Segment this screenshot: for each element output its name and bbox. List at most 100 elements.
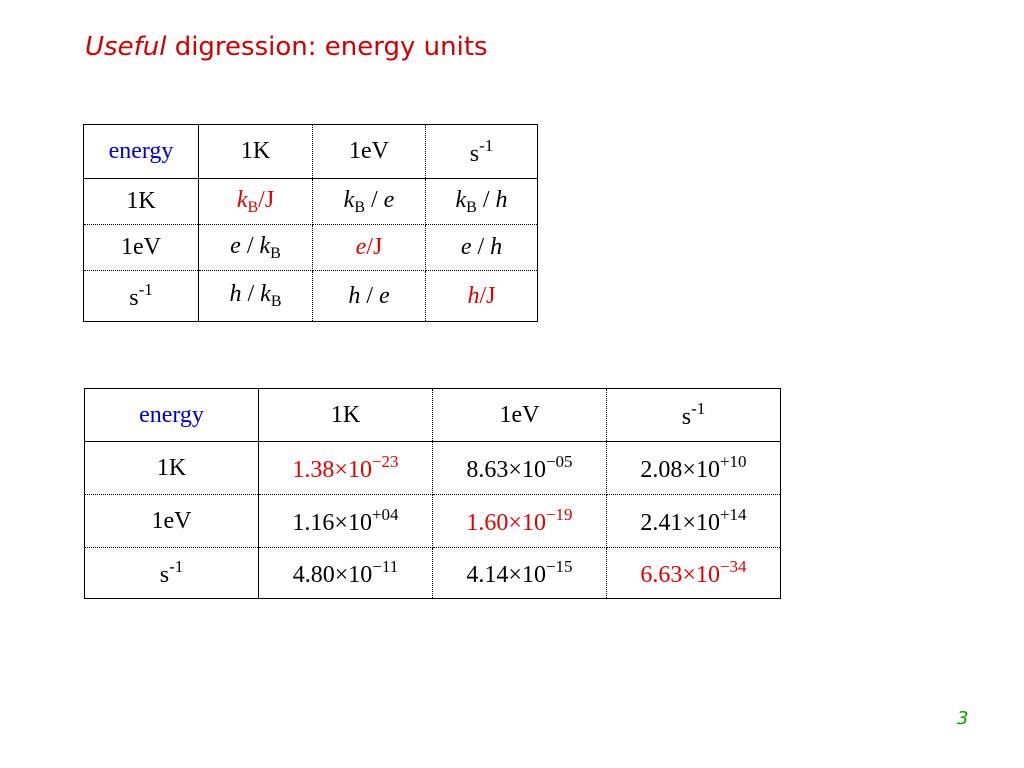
exponent: +10 (719, 452, 747, 471)
cell: e / kB (198, 224, 313, 271)
text: 1K (156, 454, 187, 481)
text: /J (258, 186, 275, 213)
cell: energy (84, 388, 259, 442)
text: 1eV (121, 234, 161, 260)
cell: 1.38×10−23 (258, 441, 433, 495)
cell: 4.14×10−15 (432, 547, 607, 599)
cell: 1eV (432, 388, 607, 442)
row: 1eV e / kB e/J e / h (83, 224, 538, 271)
cell: 1eV (83, 224, 199, 271)
mantissa: 2.08 (640, 457, 683, 483)
mantissa: 6.63 (640, 562, 683, 588)
sym: e (383, 186, 395, 213)
cell: e/J (312, 224, 426, 271)
exponent: +14 (719, 505, 747, 524)
cell: 1.60×10−19 (432, 494, 607, 548)
cell: 1K (258, 388, 433, 442)
cell: 1eV (312, 124, 426, 179)
page-number: 3 (957, 708, 969, 729)
cell: h / kB (198, 270, 313, 322)
sym: k (259, 232, 271, 259)
text: energy (139, 401, 204, 428)
sym: e (460, 234, 472, 260)
sup: -1 (169, 557, 184, 576)
text: 1eV (151, 507, 192, 534)
exponent: −23 (371, 452, 399, 471)
sub: B (270, 293, 282, 310)
cell: s-1 (606, 388, 781, 442)
mantissa: 2.41 (640, 510, 683, 536)
text: / (471, 234, 491, 260)
text: 1eV (349, 138, 389, 164)
header-row: energy 1K 1eV s-1 (84, 388, 781, 442)
sym: h (348, 282, 361, 309)
cell: s-1 (83, 270, 199, 322)
sym: e (379, 282, 390, 309)
cell: kB / h (425, 178, 538, 225)
value-table: energy 1K 1eV s-1 1K 1.38×10−23 8.63×10−… (84, 388, 781, 599)
title-italic: Useful (85, 32, 167, 62)
cell: 2.08×10+10 (606, 441, 781, 495)
row: 1K 1.38×10−23 8.63×10−05 2.08×10+10 (84, 441, 781, 495)
mantissa: 4.80 (292, 562, 335, 588)
cell: 1K (84, 441, 259, 495)
text: / (476, 186, 496, 213)
sym: k (260, 281, 271, 307)
base: ×10 (334, 510, 372, 536)
title-rest: digression: energy units (166, 32, 488, 62)
text: 1K (330, 401, 361, 428)
cell: h / e (312, 270, 426, 322)
text: / (240, 232, 260, 259)
sym: e (230, 232, 241, 259)
sup: -1 (479, 135, 494, 155)
sub: B (466, 198, 477, 216)
sub: B (247, 198, 259, 216)
sub: B (354, 198, 365, 216)
cell: s-1 (84, 547, 259, 599)
cell: kB/J (198, 178, 313, 225)
sup: -1 (138, 280, 153, 299)
cell: energy (83, 124, 199, 179)
cell: s-1 (425, 124, 538, 179)
text: 1eV (499, 401, 540, 428)
cell: 6.63×10−34 (606, 547, 781, 599)
base: ×10 (508, 562, 546, 588)
cell: 8.63×10−05 (432, 441, 607, 495)
text: /J (479, 282, 496, 309)
cell: h/J (425, 270, 538, 322)
sym: k (236, 186, 248, 213)
mantissa: 1.60 (466, 510, 509, 536)
exponent: −19 (545, 505, 573, 524)
mantissa: 1.38 (292, 457, 335, 483)
base: ×10 (508, 457, 546, 483)
base: ×10 (334, 562, 373, 588)
sym: h (495, 186, 508, 213)
sup: -1 (691, 399, 706, 418)
cell: kB / e (312, 178, 426, 225)
exponent: −34 (719, 557, 747, 576)
sym: e (355, 234, 367, 260)
sym: h (467, 282, 480, 309)
base: ×10 (682, 457, 720, 483)
cell: 1eV (84, 494, 259, 548)
row: 1K kB/J kB / e kB / h (83, 178, 538, 225)
text: / (365, 186, 384, 213)
sym: k (343, 186, 355, 213)
title: Useful digression: energy units (85, 32, 488, 62)
text: /J (366, 234, 383, 260)
sym: k (455, 186, 467, 213)
sym: h (229, 281, 242, 307)
cell: 1K (198, 124, 313, 179)
mantissa: 1.16 (292, 510, 335, 536)
text: / (360, 282, 379, 309)
exponent: −05 (545, 452, 573, 471)
text: s (681, 404, 692, 430)
text: 1K (240, 138, 271, 164)
mantissa: 8.63 (466, 457, 509, 483)
text: 1K (126, 188, 156, 214)
row: s-1 h / kB h / e h/J (83, 270, 538, 322)
base: ×10 (682, 562, 720, 588)
unit-table: energy 1K 1eV s-1 1K kB/J kB / e kB / h … (83, 124, 538, 322)
text: s (469, 140, 480, 167)
